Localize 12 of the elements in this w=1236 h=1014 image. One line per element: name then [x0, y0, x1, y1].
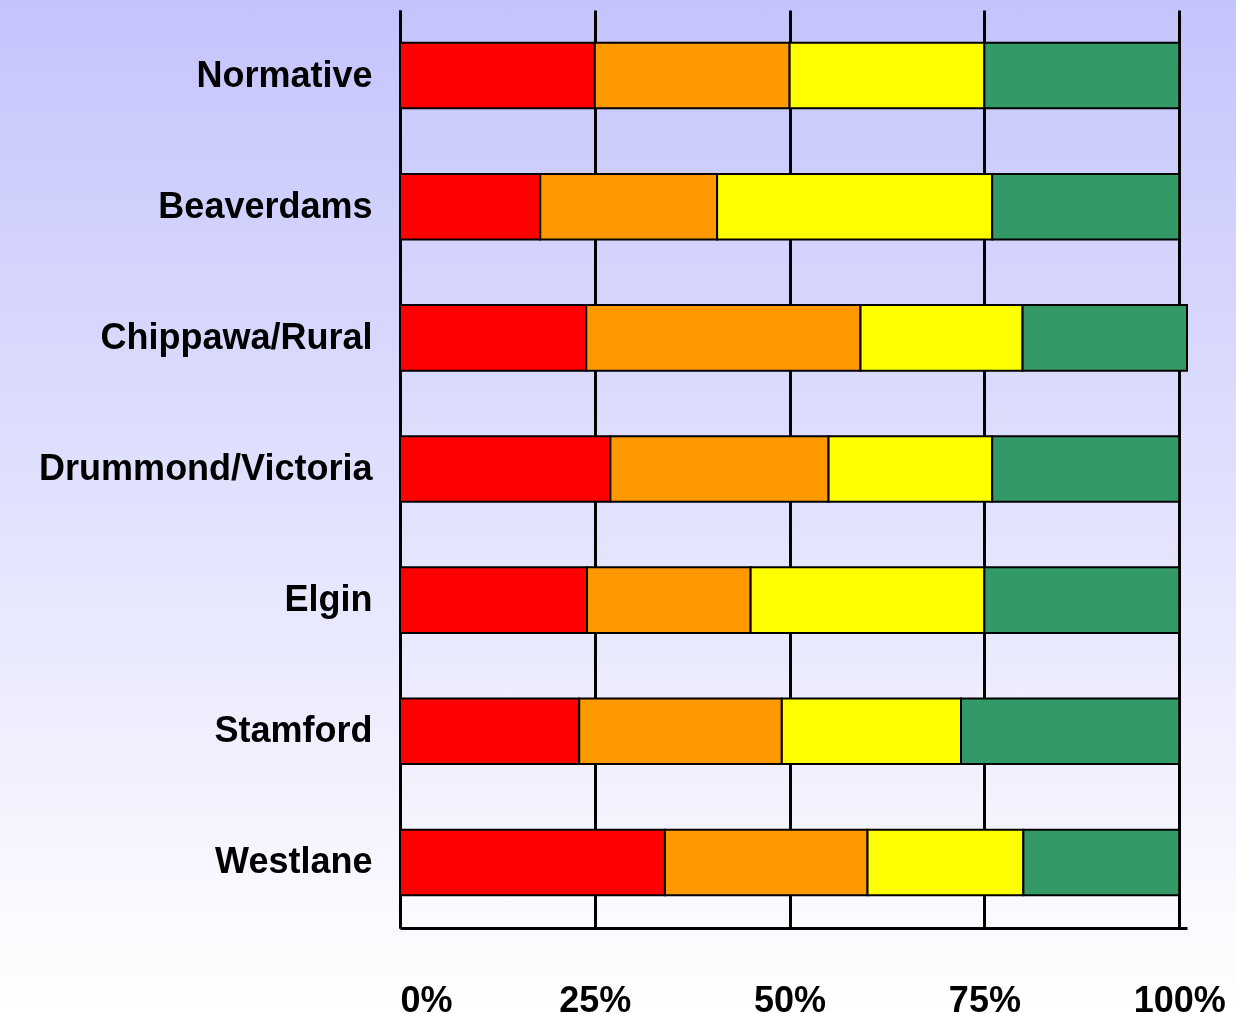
- y-tick-label: Elgin: [284, 578, 373, 620]
- x-tick-label: 100%: [1133, 978, 1226, 1014]
- x-tick-label: 50%: [754, 978, 827, 1014]
- y-tick-label: Stamford: [214, 709, 373, 751]
- y-tick-label: Drummond/Victoria: [39, 447, 374, 488]
- x-tick-label: 75%: [948, 978, 1021, 1014]
- y-tick-label: Chippawa/Rural: [100, 315, 373, 357]
- y-tick-label: Normative: [196, 53, 373, 95]
- y-tick-label: Westlane: [215, 840, 373, 882]
- y-tick-label: Beaverdams: [158, 184, 373, 226]
- x-tick-label: 0%: [400, 978, 453, 1014]
- x-tick-label: 25%: [559, 978, 632, 1014]
